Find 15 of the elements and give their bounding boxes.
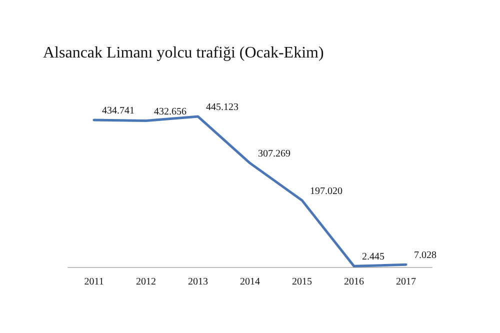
x-tick-label: 2012 <box>136 276 156 288</box>
data-label: 197.020 <box>310 186 342 197</box>
data-label: 432.656 <box>154 106 186 118</box>
data-label: 7.028 <box>414 250 436 262</box>
x-tick-label: 2013 <box>188 276 208 288</box>
x-tick-label: 2015 <box>292 276 312 288</box>
data-label: 307.269 <box>258 148 290 160</box>
x-tick-label: 2017 <box>396 276 416 288</box>
data-label: 445.123 <box>206 102 238 114</box>
x-tick-label: 2011 <box>84 276 104 288</box>
data-label: 2.445 <box>362 252 384 263</box>
x-tick-label: 2014 <box>240 276 260 288</box>
chart-title: Alsancak Limanı yolcu trafiği (Ocak-Ekim) <box>43 44 324 62</box>
x-tick-label: 2016 <box>344 276 364 288</box>
data-label: 434.741 <box>102 106 134 117</box>
